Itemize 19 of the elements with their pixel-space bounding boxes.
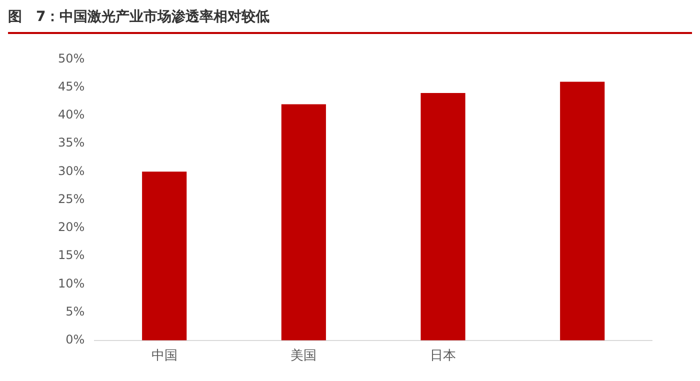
chart-title: 图 7：中国激光产业市场渗透率相对较低 (8, 8, 271, 27)
y-tick-label: 35% (58, 136, 85, 150)
x-tick-label: 美国 (290, 348, 317, 364)
y-tick-label: 5% (66, 304, 85, 318)
y-tick-label: 15% (58, 248, 85, 262)
y-tick-label: 50% (58, 51, 85, 66)
x-tick-label: 日本 (430, 348, 456, 364)
bar (420, 92, 466, 340)
y-tick-label: 20% (58, 220, 85, 234)
y-tick-label: 10% (58, 276, 85, 290)
x-tick-label: 中国 (151, 348, 178, 364)
y-tick-label: 45% (58, 79, 85, 94)
bar (560, 82, 605, 340)
y-tick-label: 0% (66, 332, 85, 347)
y-tick-label: 40% (58, 108, 85, 122)
bar (142, 172, 187, 340)
bar (281, 104, 326, 340)
y-tick-label: 30% (58, 164, 85, 178)
y-tick-label: 25% (58, 192, 85, 206)
